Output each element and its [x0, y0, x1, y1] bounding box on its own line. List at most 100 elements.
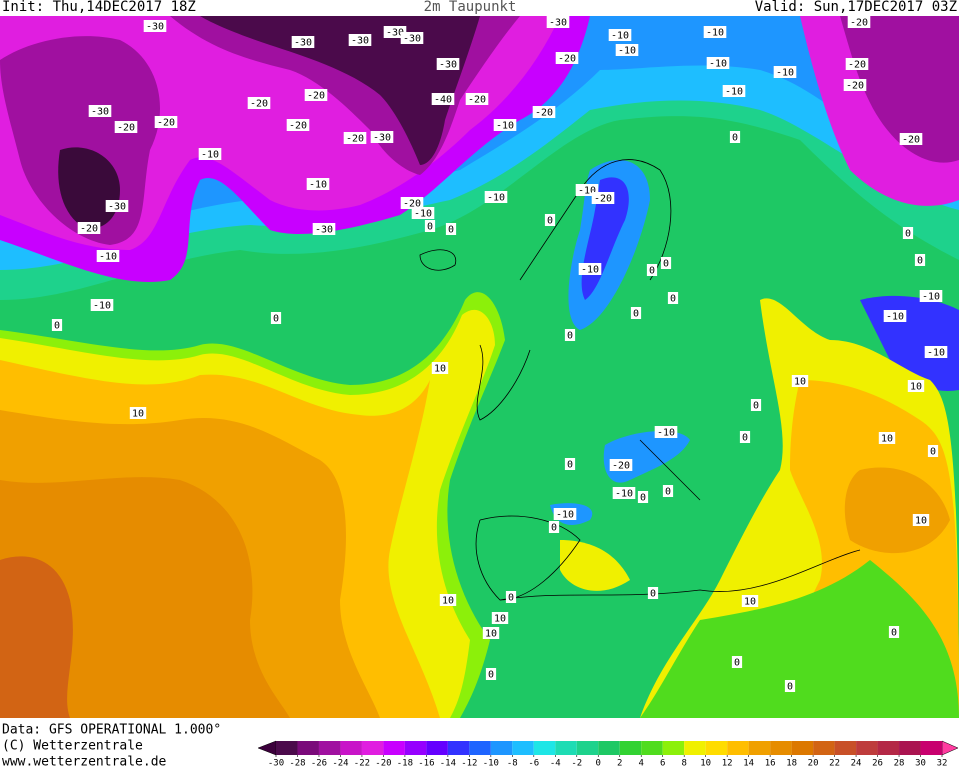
contour-label: -30	[294, 38, 312, 49]
contour-label-box	[154, 116, 178, 128]
field-darkest	[200, 16, 480, 165]
contour-label: 0	[787, 682, 793, 693]
contour-label-box	[722, 85, 746, 97]
colorbar-bin	[899, 741, 921, 755]
contour-label: -30	[373, 133, 391, 144]
colorbar-label: -10	[483, 759, 499, 768]
colorbar-label: -4	[550, 759, 561, 768]
field-green	[640, 560, 959, 718]
colorbar-bin	[576, 741, 599, 755]
contour-label: -30	[439, 60, 457, 71]
contour-label: 0	[427, 222, 433, 233]
contour-label: -10	[922, 292, 940, 303]
colorbar: -30 -28 -26 -24 -22 -20 -18 -16 -14 -12 -10 -8 -6 -4-…	[257, 740, 959, 768]
contour-label: -20	[250, 99, 268, 110]
contour-label-box	[660, 257, 672, 269]
contour-label-box	[637, 491, 649, 503]
contour-label: 10	[442, 596, 454, 607]
colorbar-bin	[791, 741, 814, 755]
contour-label: -10	[201, 150, 219, 161]
contour-label: -30	[108, 202, 126, 213]
copyright: (C) Wetterzentrale	[2, 739, 143, 754]
contour-label: -20	[535, 108, 553, 119]
contour-label: -10	[578, 186, 596, 197]
contour-label: -20	[346, 134, 364, 145]
contour-label: -10	[706, 28, 724, 39]
contour-label: -20	[80, 224, 98, 235]
contour-label: -10	[93, 301, 111, 312]
colorbar-label: 2	[617, 759, 622, 768]
colorbar-label: 24	[851, 759, 862, 768]
contour-label: 0	[930, 447, 936, 458]
colorbar-bin	[469, 741, 491, 755]
colorbar-bin	[641, 741, 663, 755]
colorbar-label: -8	[507, 759, 518, 768]
colorbar-label: -30	[268, 759, 284, 768]
contour-label: -10	[615, 489, 633, 500]
colorbar-label: -28	[289, 759, 305, 768]
coastline	[476, 344, 531, 421]
map-title: 2m Taupunkt	[424, 0, 517, 15]
contour-label: -20	[558, 54, 576, 65]
contour-label-box	[703, 26, 727, 38]
colorbar-bin	[813, 741, 835, 755]
contour-label-box	[899, 133, 923, 145]
colorbar-bin	[404, 741, 427, 755]
colorbar-label: 14	[743, 759, 754, 768]
contour-label-box	[615, 44, 639, 56]
colorbar-label: -22	[354, 759, 370, 768]
contour-label: 0	[54, 321, 60, 332]
colorbar-bin	[426, 741, 448, 755]
contour-label-box	[431, 93, 455, 105]
contour-label: 0	[742, 433, 748, 444]
contour-label-box	[578, 263, 602, 275]
contour-label-box	[348, 34, 372, 46]
contour-label: 10	[744, 597, 756, 608]
contour-label: 0	[508, 593, 514, 604]
contour-label: -20	[594, 194, 612, 205]
contour-label-box	[548, 521, 560, 533]
contour-label-box	[667, 292, 679, 304]
contour-label: -10	[556, 510, 574, 521]
colorbar-label: -24	[332, 759, 348, 768]
contour-label: -10	[309, 180, 327, 191]
contour-label: 0	[448, 225, 454, 236]
colorbar-bin	[555, 741, 577, 755]
contour-label-box	[505, 591, 517, 603]
colorbar-bin	[383, 741, 405, 755]
colorbar-label: 28	[894, 759, 905, 768]
contour-label-box	[96, 250, 120, 262]
field-red	[0, 556, 73, 718]
contour-label-box	[553, 508, 577, 520]
contour-label: -40	[434, 95, 452, 106]
contour-label: 0	[567, 460, 573, 471]
header-band	[0, 0, 959, 16]
contour-label-box	[465, 93, 489, 105]
contour-label-box	[564, 458, 576, 470]
contour-label-box	[439, 594, 457, 606]
colorbar-label: -6	[528, 759, 539, 768]
contour-label: -10	[618, 46, 636, 57]
colorbar-bin	[361, 741, 384, 755]
colorbar-bin	[340, 741, 362, 755]
field-orange	[0, 477, 290, 718]
coastline	[639, 439, 701, 501]
contour-label: -10	[709, 59, 727, 70]
contour-label: -10	[611, 31, 629, 42]
colorbar-bin	[297, 741, 319, 755]
contour-label-box	[731, 656, 743, 668]
contour-label-box	[646, 264, 658, 276]
contour-label: -10	[725, 87, 743, 98]
contour-label-box	[564, 329, 576, 341]
contour-label-box	[436, 58, 460, 70]
contour-label-box	[445, 223, 457, 235]
contour-label-box	[773, 66, 797, 78]
field-orange	[844, 467, 950, 554]
contour-label-box	[400, 197, 424, 209]
contour-label: -10	[776, 68, 794, 79]
colorbar-label: 8	[681, 759, 686, 768]
contour-label-box	[291, 36, 315, 48]
colorbar-bin	[662, 741, 685, 755]
contour-label-box	[750, 399, 762, 411]
